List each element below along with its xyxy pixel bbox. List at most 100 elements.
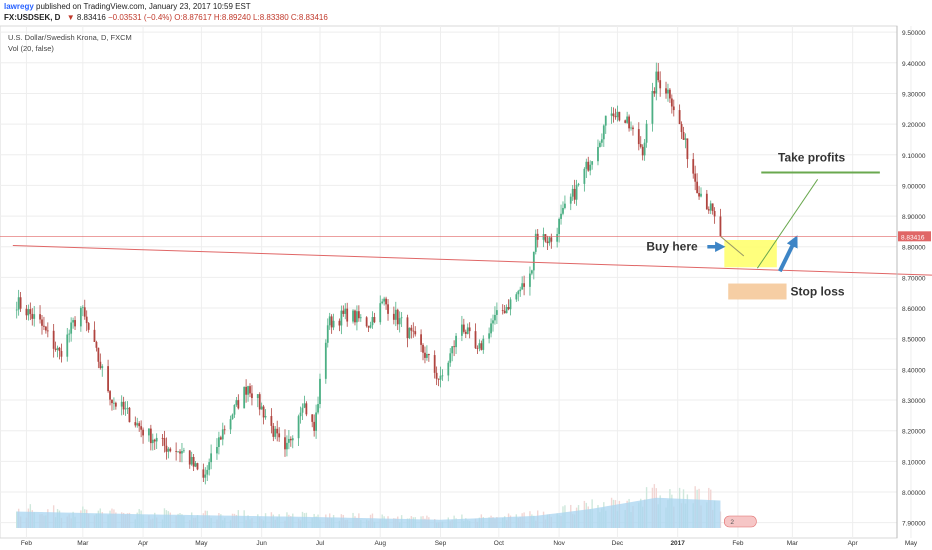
candle-body	[196, 463, 199, 470]
candle-body	[324, 342, 327, 379]
candle-body	[655, 71, 658, 94]
candle-body	[142, 429, 144, 436]
candle-body	[138, 423, 141, 427]
drawing-layer[interactable]: Buy here Stop loss Take profits 2	[0, 151, 932, 528]
open-value: O:8.87617	[174, 13, 212, 22]
candle-body	[669, 89, 671, 99]
candle-body	[313, 421, 316, 431]
candle-body	[587, 161, 590, 171]
price-axis[interactable]: 9.50000 9.40000 9.30000 9.20000 9.10000 9.000…	[896, 26, 931, 538]
candle-body	[297, 416, 300, 439]
entry-path	[720, 235, 745, 257]
candle-body	[260, 406, 263, 410]
symbol-label[interactable]: FX:USDSEK, D	[4, 13, 61, 22]
candle-body	[686, 138, 689, 160]
candle-body	[369, 325, 372, 328]
candle-body	[612, 113, 615, 117]
instrument-legend: U.S. Dollar/Swedish Krona, D, FXCM	[8, 33, 132, 42]
candle-body	[52, 330, 55, 349]
candle-body	[93, 329, 96, 342]
candlestick-series	[15, 62, 722, 485]
candle-body	[231, 414, 234, 420]
candle-body	[233, 404, 236, 415]
candle-body	[256, 394, 259, 398]
candle-body	[258, 394, 261, 410]
price-tick-label: 9.30000	[902, 91, 926, 98]
high-value: H:8.89240	[213, 13, 251, 22]
candle-body	[188, 450, 191, 465]
candle-body	[85, 316, 88, 324]
candle-body	[202, 469, 205, 478]
candle-body	[204, 474, 207, 478]
candle-body	[441, 375, 444, 377]
candle-body	[449, 353, 452, 363]
time-tick-label: Feb	[21, 540, 33, 547]
candle-body	[134, 422, 137, 426]
candle-body	[700, 193, 702, 197]
candle-body	[330, 316, 333, 328]
candle-body	[97, 347, 100, 362]
candle-body	[707, 209, 710, 211]
volume-bars	[16, 484, 722, 528]
price-tick-label: 8.60000	[902, 306, 926, 313]
candle-body	[599, 142, 601, 147]
time-tick-label: May	[195, 540, 208, 547]
price-change: −0.03531 (−0.4%)	[108, 13, 173, 22]
candle-body	[460, 324, 463, 336]
time-axis[interactable]: Feb Mar Apr May Jun Jul Aug Sep Oct Nov Dec 2017 Feb…	[21, 540, 918, 547]
price-tick-label: 8.30000	[902, 398, 926, 405]
events-badge-label: 2	[730, 519, 734, 526]
candle-body	[383, 298, 386, 302]
candle-body	[696, 181, 699, 194]
candle-body	[305, 403, 308, 415]
author-name[interactable]: lawregy	[4, 2, 34, 11]
candle-body	[694, 173, 697, 182]
candle-body	[39, 314, 41, 320]
candle-body	[573, 188, 576, 200]
candle-body	[15, 309, 18, 311]
candle-body	[692, 159, 695, 174]
candle-body	[122, 401, 125, 410]
candle-body	[494, 314, 496, 321]
candle-body	[99, 361, 102, 369]
candle-body	[600, 139, 603, 143]
candle-body	[672, 106, 675, 111]
buy-zone	[724, 239, 777, 268]
candle-body	[495, 310, 498, 315]
time-tick-label: Apr	[848, 540, 859, 547]
candle-body	[262, 406, 265, 418]
candle-body	[371, 317, 374, 326]
candle-body	[651, 90, 654, 124]
candle-body	[223, 429, 226, 431]
candle-body	[698, 193, 700, 197]
last-price: 8.83416	[76, 13, 106, 22]
events-badge	[724, 515, 757, 528]
candle-body	[169, 448, 172, 452]
candle-body	[591, 161, 594, 165]
candle-body	[509, 299, 512, 310]
time-tick-label: Apr	[138, 540, 149, 547]
candle-body	[602, 125, 605, 140]
price-tick-label: 9.10000	[902, 153, 926, 160]
candle-body	[179, 451, 181, 454]
candle-body	[319, 378, 321, 405]
candle-body	[680, 124, 683, 133]
candle-body	[604, 115, 607, 126]
candle-body	[505, 307, 508, 314]
price-tick-label: 9.00000	[902, 183, 926, 190]
candle-body	[618, 111, 621, 121]
candle-body	[597, 146, 599, 162]
candle-body	[221, 429, 224, 440]
candle-body	[367, 326, 370, 328]
candle-body	[357, 311, 360, 319]
last-price-tag-label: 8.83416	[901, 234, 925, 241]
down-triangle-icon: ▼	[66, 13, 75, 22]
candle-body	[128, 407, 131, 423]
candle-body	[124, 408, 127, 410]
candle-body	[356, 311, 358, 323]
candle-body	[81, 307, 84, 309]
candle-body	[653, 90, 656, 94]
time-tick-label: Sep	[435, 540, 447, 547]
